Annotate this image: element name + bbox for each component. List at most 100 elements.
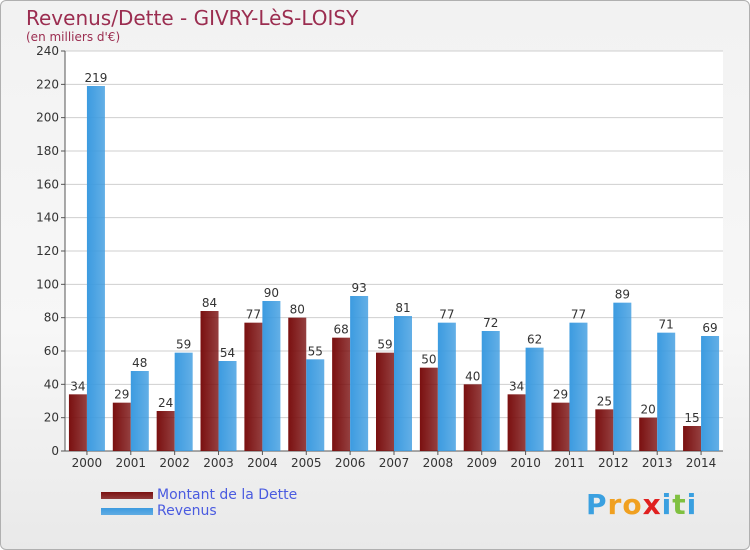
logo-letter: t — [672, 488, 687, 521]
data-label-dette: 68 — [333, 323, 348, 337]
data-label-revenus: 59 — [176, 338, 191, 352]
y-tick-label: 200 — [36, 111, 59, 125]
bar-dette — [595, 409, 614, 451]
y-tick-label: 160 — [36, 177, 59, 191]
x-tick-label: 2004 — [247, 456, 278, 470]
data-label-revenus: 219 — [84, 71, 107, 85]
data-label-dette: 34 — [509, 379, 524, 393]
legend-item-revenus: Revenus — [101, 503, 297, 519]
data-label-dette: 15 — [684, 411, 699, 425]
bar-dette — [332, 337, 351, 451]
bar-revenus — [569, 322, 588, 451]
bar-dette — [419, 367, 438, 451]
chart-title: Revenus/Dette - GIVRY-LèS-LOISY — [26, 6, 359, 30]
bar-revenus — [394, 316, 412, 451]
bar-dette — [244, 322, 263, 451]
bar-dette — [288, 317, 307, 451]
bar-revenus — [350, 296, 369, 451]
bar-dette — [156, 411, 175, 451]
legend: Montant de la Dette Revenus — [101, 487, 297, 519]
x-tick-label: 2008 — [423, 456, 454, 470]
legend-swatch-dette — [101, 491, 153, 499]
bar-dette — [463, 384, 482, 451]
y-tick-label: 180 — [36, 144, 59, 158]
bar-revenus — [306, 359, 325, 451]
bar-revenus — [262, 301, 281, 451]
data-label-dette: 34 — [70, 379, 85, 393]
bar-dette — [551, 402, 570, 451]
x-tick-label: 2005 — [291, 456, 322, 470]
data-label-revenus: 77 — [571, 308, 586, 322]
y-tick-label: 140 — [36, 211, 59, 225]
data-label-dette: 24 — [158, 396, 173, 410]
x-tick-label: 2011 — [554, 456, 585, 470]
data-label-dette: 29 — [553, 388, 568, 402]
y-tick-label: 40 — [44, 377, 59, 391]
bar-dette — [639, 417, 658, 451]
data-label-dette: 80 — [290, 303, 305, 317]
x-tick-label: 2012 — [598, 456, 629, 470]
legend-label-revenus: Revenus — [157, 503, 217, 519]
y-tick-label: 240 — [36, 44, 59, 58]
logo-letter: P — [586, 488, 608, 521]
data-label-revenus: 81 — [395, 301, 410, 315]
legend-swatch-revenus — [101, 507, 153, 515]
y-tick-label: 80 — [44, 311, 59, 325]
data-label-revenus: 55 — [308, 344, 323, 358]
data-label-revenus: 77 — [439, 308, 454, 322]
data-label-dette: 84 — [202, 296, 217, 310]
x-tick-label: 2001 — [116, 456, 147, 470]
logo-letter: i — [686, 488, 698, 521]
bar-revenus — [218, 361, 237, 451]
x-tick-label: 2002 — [159, 456, 190, 470]
bar-revenus — [481, 331, 500, 451]
bar-revenus — [701, 336, 720, 451]
data-label-dette: 25 — [597, 394, 612, 408]
bar-dette — [200, 311, 219, 451]
x-tick-label: 2013 — [642, 456, 673, 470]
bar-revenus — [174, 352, 193, 451]
legend-item-dette: Montant de la Dette — [101, 487, 297, 503]
y-tick-label: 120 — [36, 244, 59, 258]
data-label-dette: 20 — [641, 403, 656, 417]
bar-dette — [112, 402, 131, 451]
y-tick-label: 20 — [44, 411, 59, 425]
x-tick-label: 2014 — [686, 456, 717, 470]
data-label-dette: 59 — [377, 338, 392, 352]
data-label-revenus: 48 — [132, 356, 147, 370]
bar-dette — [376, 352, 394, 451]
bar-dette — [683, 426, 702, 451]
bar-revenus — [613, 302, 632, 451]
proxiti-logo: Proxiti — [586, 488, 697, 521]
x-tick-label: 2003 — [203, 456, 234, 470]
y-tick-label: 60 — [44, 344, 59, 358]
logo-letter: o — [622, 488, 643, 521]
data-label-revenus: 93 — [351, 281, 366, 295]
logo-letter: i — [661, 488, 673, 521]
bar-revenus — [86, 86, 105, 451]
data-label-revenus: 54 — [220, 346, 235, 360]
data-label-revenus: 72 — [483, 316, 498, 330]
x-tick-label: 2010 — [510, 456, 541, 470]
y-tick-label: 220 — [36, 77, 59, 91]
x-tick-label: 2006 — [335, 456, 366, 470]
data-label-dette: 50 — [421, 353, 436, 367]
data-label-revenus: 62 — [527, 333, 542, 347]
data-label-revenus: 89 — [615, 288, 630, 302]
bar-revenus — [437, 322, 456, 451]
chart-subtitle: (en milliers d'€) — [26, 30, 121, 44]
bar-revenus — [525, 347, 544, 451]
bar-revenus — [130, 371, 149, 451]
y-tick-label: 0 — [51, 444, 59, 458]
bar-revenus — [657, 332, 676, 451]
bar-dette — [68, 394, 87, 451]
data-label-revenus: 90 — [264, 286, 279, 300]
y-tick-label: 100 — [36, 277, 59, 291]
data-label-dette: 77 — [246, 308, 261, 322]
data-label-revenus: 71 — [659, 318, 674, 332]
x-tick-label: 2000 — [72, 456, 103, 470]
data-label-revenus: 69 — [702, 321, 717, 335]
data-label-dette: 29 — [114, 388, 129, 402]
